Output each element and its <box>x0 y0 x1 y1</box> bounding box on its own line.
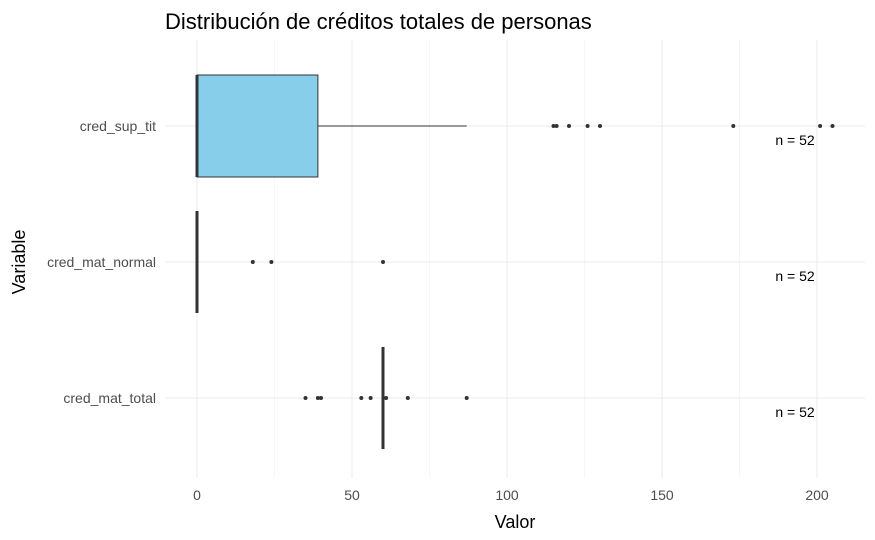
n-annotation: n = 52 <box>775 404 815 420</box>
outlier-point <box>818 124 823 128</box>
outlier-point <box>731 124 736 128</box>
y-tick-label: cred_sup_tit <box>80 118 156 134</box>
y-tick-label: cred_mat_total <box>63 390 156 406</box>
y-axis-title: Variable <box>9 230 29 295</box>
x-axis-title: Valor <box>495 512 536 532</box>
box-cred_mat_total <box>303 347 469 449</box>
x-tick-label: 150 <box>650 487 674 503</box>
boxes <box>195 74 835 449</box>
n-annotation: n = 52 <box>775 132 815 148</box>
y-tick-label: cred_mat_normal <box>47 254 156 270</box>
outlier-point <box>269 260 274 264</box>
outlier-point <box>315 396 320 400</box>
x-tick-label: 100 <box>495 487 519 503</box>
box-rect <box>196 74 319 178</box>
outlier-point <box>554 124 559 128</box>
box-cred_mat_normal <box>195 211 385 313</box>
outlier-point <box>359 396 364 400</box>
outlier-point <box>585 124 590 128</box>
outlier-point <box>405 396 410 400</box>
x-tick-label: 0 <box>193 487 201 503</box>
outlier-point <box>551 124 556 128</box>
annotations: n = 52 n = 52 n = 52 <box>775 132 815 420</box>
outlier-point <box>567 124 571 128</box>
n-annotation: n = 52 <box>775 268 815 284</box>
box-cred_sup_tit <box>195 74 835 178</box>
x-tick-labels: 0 50 100 150 200 <box>193 487 829 503</box>
outlier-point <box>368 396 373 400</box>
outlier-point <box>830 124 835 128</box>
outlier-point <box>303 396 308 400</box>
outlier-point <box>319 396 323 400</box>
outlier-point <box>598 124 602 128</box>
outlier-point <box>464 396 469 400</box>
y-tick-labels: cred_sup_tit cred_mat_normal cred_mat_tota… <box>47 118 156 406</box>
outlier-point <box>250 260 255 264</box>
x-tick-label: 200 <box>805 487 829 503</box>
outlier-point <box>384 396 389 400</box>
x-tick-label: 50 <box>344 487 360 503</box>
outlier-point <box>381 260 385 264</box>
chart-title: Distribución de créditos totales de pers… <box>165 9 592 34</box>
